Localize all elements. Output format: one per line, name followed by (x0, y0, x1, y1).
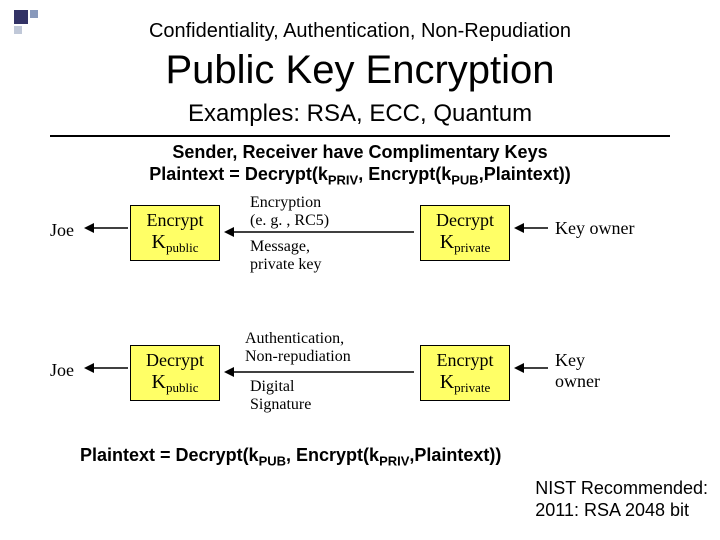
row2-box-left-line1: Decrypt (139, 350, 211, 371)
row2-arrow-right (514, 362, 550, 374)
fb-post: ,Plaintext)) (409, 445, 501, 465)
super-title: Confidentiality, Authentication, Non-Rep… (0, 20, 720, 43)
row2-arrow-mid (224, 366, 416, 378)
fb-sub1: PUB (259, 454, 286, 469)
intro-line2: Plaintext = Decrypt(kPRIV, Encrypt(kPUB,… (0, 164, 720, 188)
nist-note: NIST Recommended: 2011: RSA 2048 bit (535, 478, 708, 521)
row2-right-actor: Key owner (555, 350, 600, 391)
row2-box-right: Encrypt Kprivate (420, 345, 510, 401)
intro2-post: ,Plaintext)) (479, 164, 571, 184)
row2-box-left-sub: public (166, 380, 199, 395)
row2-mid-top: Authentication, Non-repudiation (245, 330, 415, 367)
row1-box-right-line1: Decrypt (429, 210, 501, 231)
row1-box-right-k: K (440, 231, 454, 253)
nist-line2: 2011: RSA 2048 bit (535, 500, 708, 522)
formula-bottom: Plaintext = Decrypt(kPUB, Encrypt(kPRIV,… (80, 445, 501, 469)
row1-box-left-sub: public (166, 240, 199, 255)
fb-mid: , Encrypt(k (286, 445, 379, 465)
intro2-mid: , Encrypt(k (358, 164, 451, 184)
intro2-sub1: PRIV (328, 173, 358, 188)
title-rule (50, 135, 670, 137)
row1-box-right: Decrypt Kprivate (420, 205, 510, 261)
row1-box-left-line1: Encrypt (139, 210, 211, 231)
row1-box-right-sub: private (454, 240, 490, 255)
nist-line1: NIST Recommended: (535, 478, 708, 500)
row2-box-right-sub: private (454, 380, 490, 395)
intro2-pre: Plaintext = Decrypt(k (149, 164, 328, 184)
row2-arrow-left (84, 362, 130, 374)
row2-mid-bottom: Digital Signature (250, 378, 400, 415)
row1-box-left: Encrypt Kpublic (130, 205, 220, 261)
main-title: Public Key Encryption (0, 48, 720, 93)
row1-arrow-left (84, 222, 130, 234)
row1-mid-bottom: Message, private key (250, 238, 400, 275)
row2-box-right-line1: Encrypt (429, 350, 501, 371)
row1-left-actor: Joe (50, 220, 74, 241)
row1-arrow-mid (224, 226, 416, 238)
fb-sub2: PRIV (379, 454, 409, 469)
row1-box-left-k: K (152, 231, 166, 253)
row2-box-left: Decrypt Kpublic (130, 345, 220, 401)
intro-line1: Sender, Receiver have Complimentary Keys (0, 142, 720, 163)
sub-title: Examples: RSA, ECC, Quantum (0, 100, 720, 128)
row2-box-left-k: K (152, 371, 166, 393)
row2-box-right-k: K (440, 371, 454, 393)
diagram-area: Joe Encrypt Kpublic Encryption (e. g. , … (50, 200, 670, 430)
fb-pre: Plaintext = Decrypt(k (80, 445, 259, 465)
intro2-sub2: PUB (451, 173, 478, 188)
row1-right-actor: Key owner (555, 218, 634, 239)
row1-arrow-right (514, 222, 550, 234)
row2-left-actor: Joe (50, 360, 74, 381)
